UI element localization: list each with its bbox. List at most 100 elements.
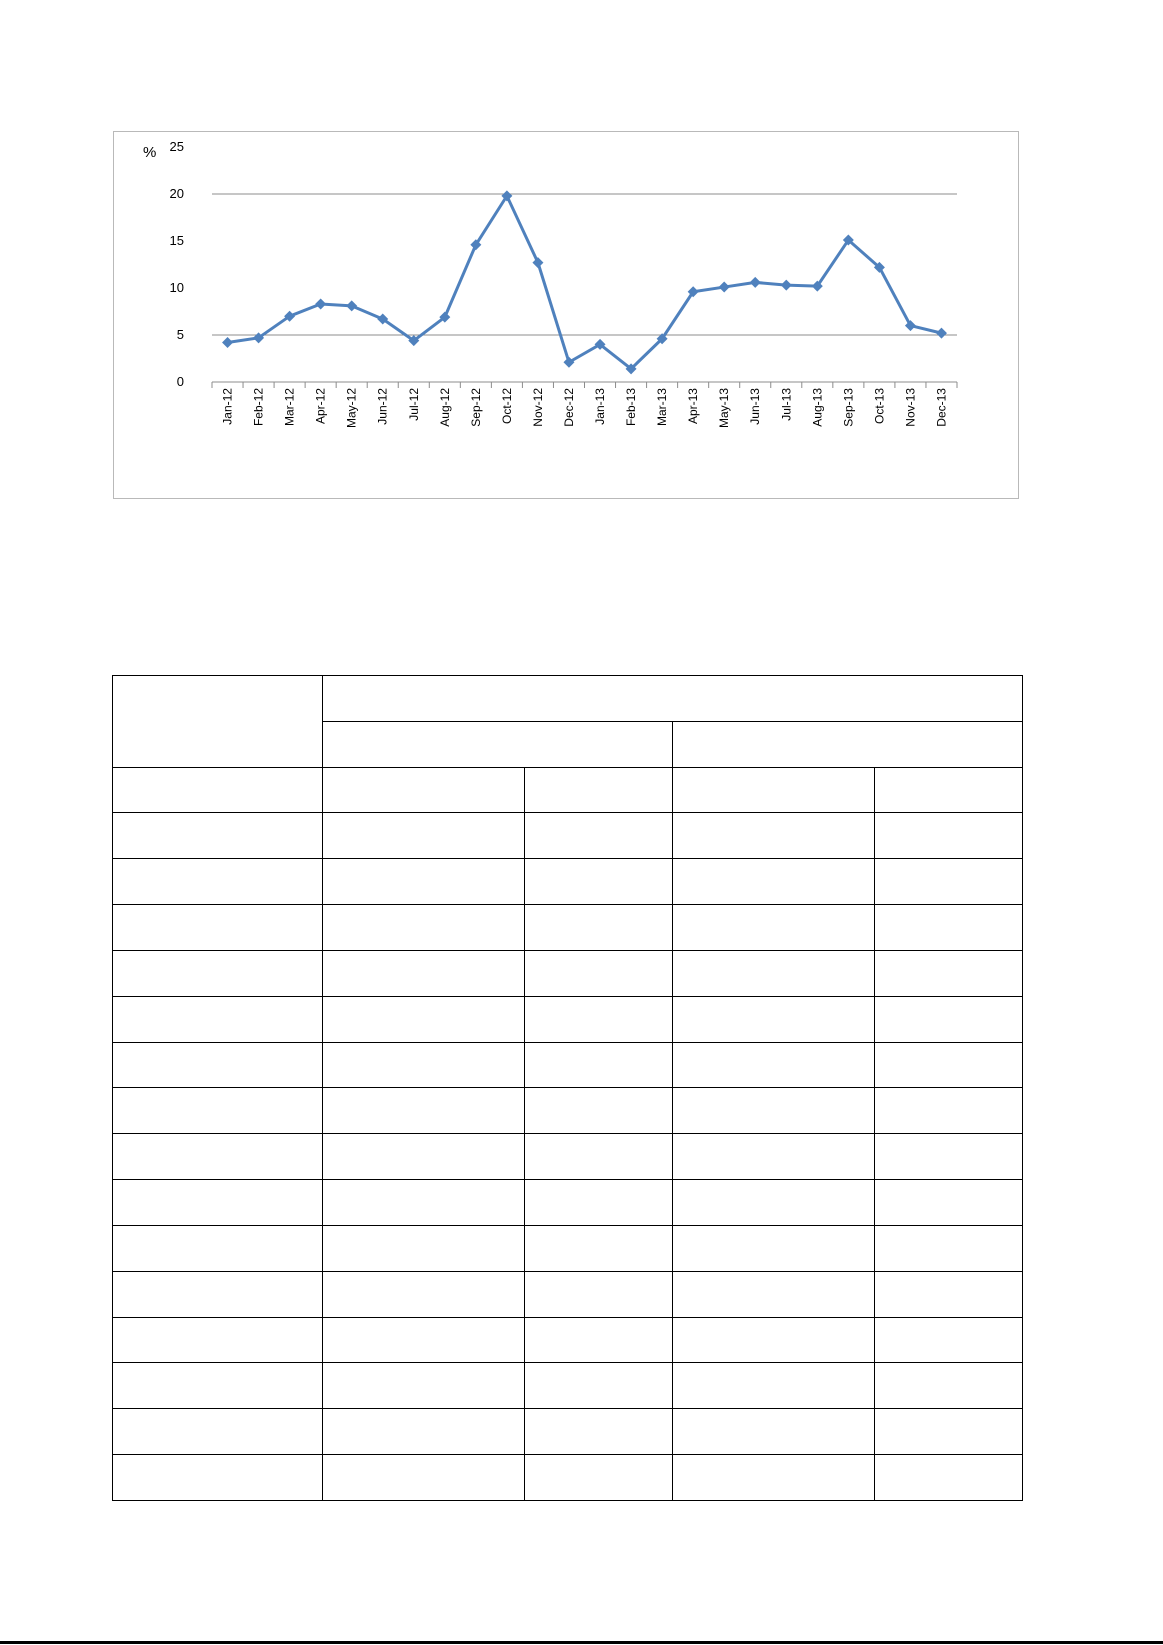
x-tick-label: Jan-12	[221, 388, 235, 425]
table-cell	[672, 1408, 875, 1456]
table-cell	[672, 1270, 875, 1318]
table-cell	[111, 1224, 324, 1272]
data-point	[439, 311, 451, 323]
table-cell	[672, 1454, 875, 1501]
table-cell	[111, 1041, 324, 1089]
table-cell	[523, 766, 674, 814]
table-cell	[111, 904, 324, 951]
table-row	[111, 1087, 1024, 1135]
page-bottom-rule	[0, 1641, 1163, 1644]
table-row	[111, 1408, 1024, 1456]
table-cell	[672, 1224, 875, 1272]
x-tick-label: Jun-13	[748, 388, 762, 425]
table-cell	[523, 1316, 674, 1364]
data-point	[532, 257, 544, 269]
data-point	[408, 335, 420, 347]
table-cell	[523, 1133, 674, 1181]
table-cell	[111, 675, 324, 768]
table-cell	[873, 766, 1024, 814]
table-cell	[523, 812, 674, 860]
table-cell	[111, 858, 324, 906]
table-cell	[322, 1316, 525, 1364]
table-cell	[672, 995, 875, 1043]
y-tick-label: 25	[170, 139, 184, 154]
table-cell	[322, 1179, 525, 1226]
table-cell	[523, 1087, 674, 1135]
table-cell	[322, 1087, 525, 1135]
table-cell	[322, 1408, 525, 1456]
table-cell	[873, 1224, 1024, 1272]
table-cell	[672, 1362, 875, 1410]
table-cell	[672, 858, 875, 906]
x-tick-label: Mar-13	[655, 388, 669, 426]
table-cell	[322, 720, 674, 768]
table-cell	[873, 949, 1024, 997]
table-cell	[322, 1362, 525, 1410]
table-cell	[523, 1362, 674, 1410]
x-tick-label: Mar-12	[283, 388, 297, 426]
table-cell	[322, 1041, 525, 1089]
table-cell	[873, 1362, 1024, 1410]
table-cell	[322, 766, 525, 814]
table-cell	[672, 1133, 875, 1181]
x-tick-label: Jan-13	[593, 388, 607, 425]
table-cell	[322, 858, 525, 906]
table-cell	[322, 949, 525, 997]
x-tick-label: Aug-13	[810, 388, 824, 427]
table-cell	[111, 995, 324, 1043]
table-cell	[111, 1179, 324, 1226]
table-cell	[322, 812, 525, 860]
x-tick-label: Apr-13	[686, 388, 700, 424]
data-point	[470, 239, 482, 251]
table-cell	[873, 1408, 1024, 1456]
x-tick-label: Jul-13	[779, 388, 793, 421]
data-point	[935, 327, 947, 339]
x-tick-label: Apr-12	[314, 388, 328, 424]
data-point	[377, 313, 389, 325]
y-tick-label: 5	[177, 327, 184, 342]
table-cell	[672, 812, 875, 860]
x-tick-label: Aug-12	[438, 388, 452, 427]
x-tick-label: Oct-12	[500, 388, 514, 424]
table-cell	[523, 1224, 674, 1272]
table-cell	[523, 949, 674, 997]
table-cell	[873, 1133, 1024, 1181]
data-point	[563, 356, 575, 368]
table-cell	[111, 1270, 324, 1318]
data-point	[315, 298, 327, 310]
table-cell	[873, 1041, 1024, 1089]
x-tick-label: Dec-12	[562, 388, 576, 427]
table-cell	[322, 1133, 525, 1181]
table-cell	[523, 1179, 674, 1226]
x-tick-label: Nov-12	[531, 388, 545, 427]
table-cell	[873, 858, 1024, 906]
x-tick-label: Nov-13	[903, 388, 917, 427]
table-row	[111, 949, 1024, 997]
table-cell	[672, 1041, 875, 1089]
table-cell	[672, 1316, 875, 1364]
y-tick-label: 20	[170, 186, 184, 201]
y-tick-label: 10	[170, 280, 184, 295]
x-tick-label: Sep-12	[469, 388, 483, 427]
y-tick-label: 15	[170, 233, 184, 248]
table-row	[111, 1179, 1024, 1226]
table-row	[111, 995, 1024, 1043]
table-row	[111, 1041, 1024, 1089]
table-cell	[111, 1133, 324, 1181]
data-point	[904, 320, 916, 332]
y-tick-label: 0	[177, 374, 184, 389]
data-point	[656, 333, 668, 345]
table-cell	[873, 812, 1024, 860]
table-cell	[672, 904, 875, 951]
chart-frame: 0 5 10 15 20 25% Jan-12 Feb-12 Mar-12 Apr-12 May-1…	[113, 131, 1019, 499]
y-axis-label: %	[143, 144, 156, 161]
x-tick-label: Feb-12	[252, 388, 266, 426]
table-cell	[672, 1087, 875, 1135]
table-header-row-1	[111, 675, 1023, 768]
data-point	[718, 281, 730, 293]
data-point	[780, 279, 792, 291]
x-tick-label: Dec-13	[934, 388, 948, 427]
table-row	[111, 1362, 1024, 1410]
table-cell	[873, 1270, 1024, 1318]
x-tick-label: May-13	[717, 388, 731, 428]
